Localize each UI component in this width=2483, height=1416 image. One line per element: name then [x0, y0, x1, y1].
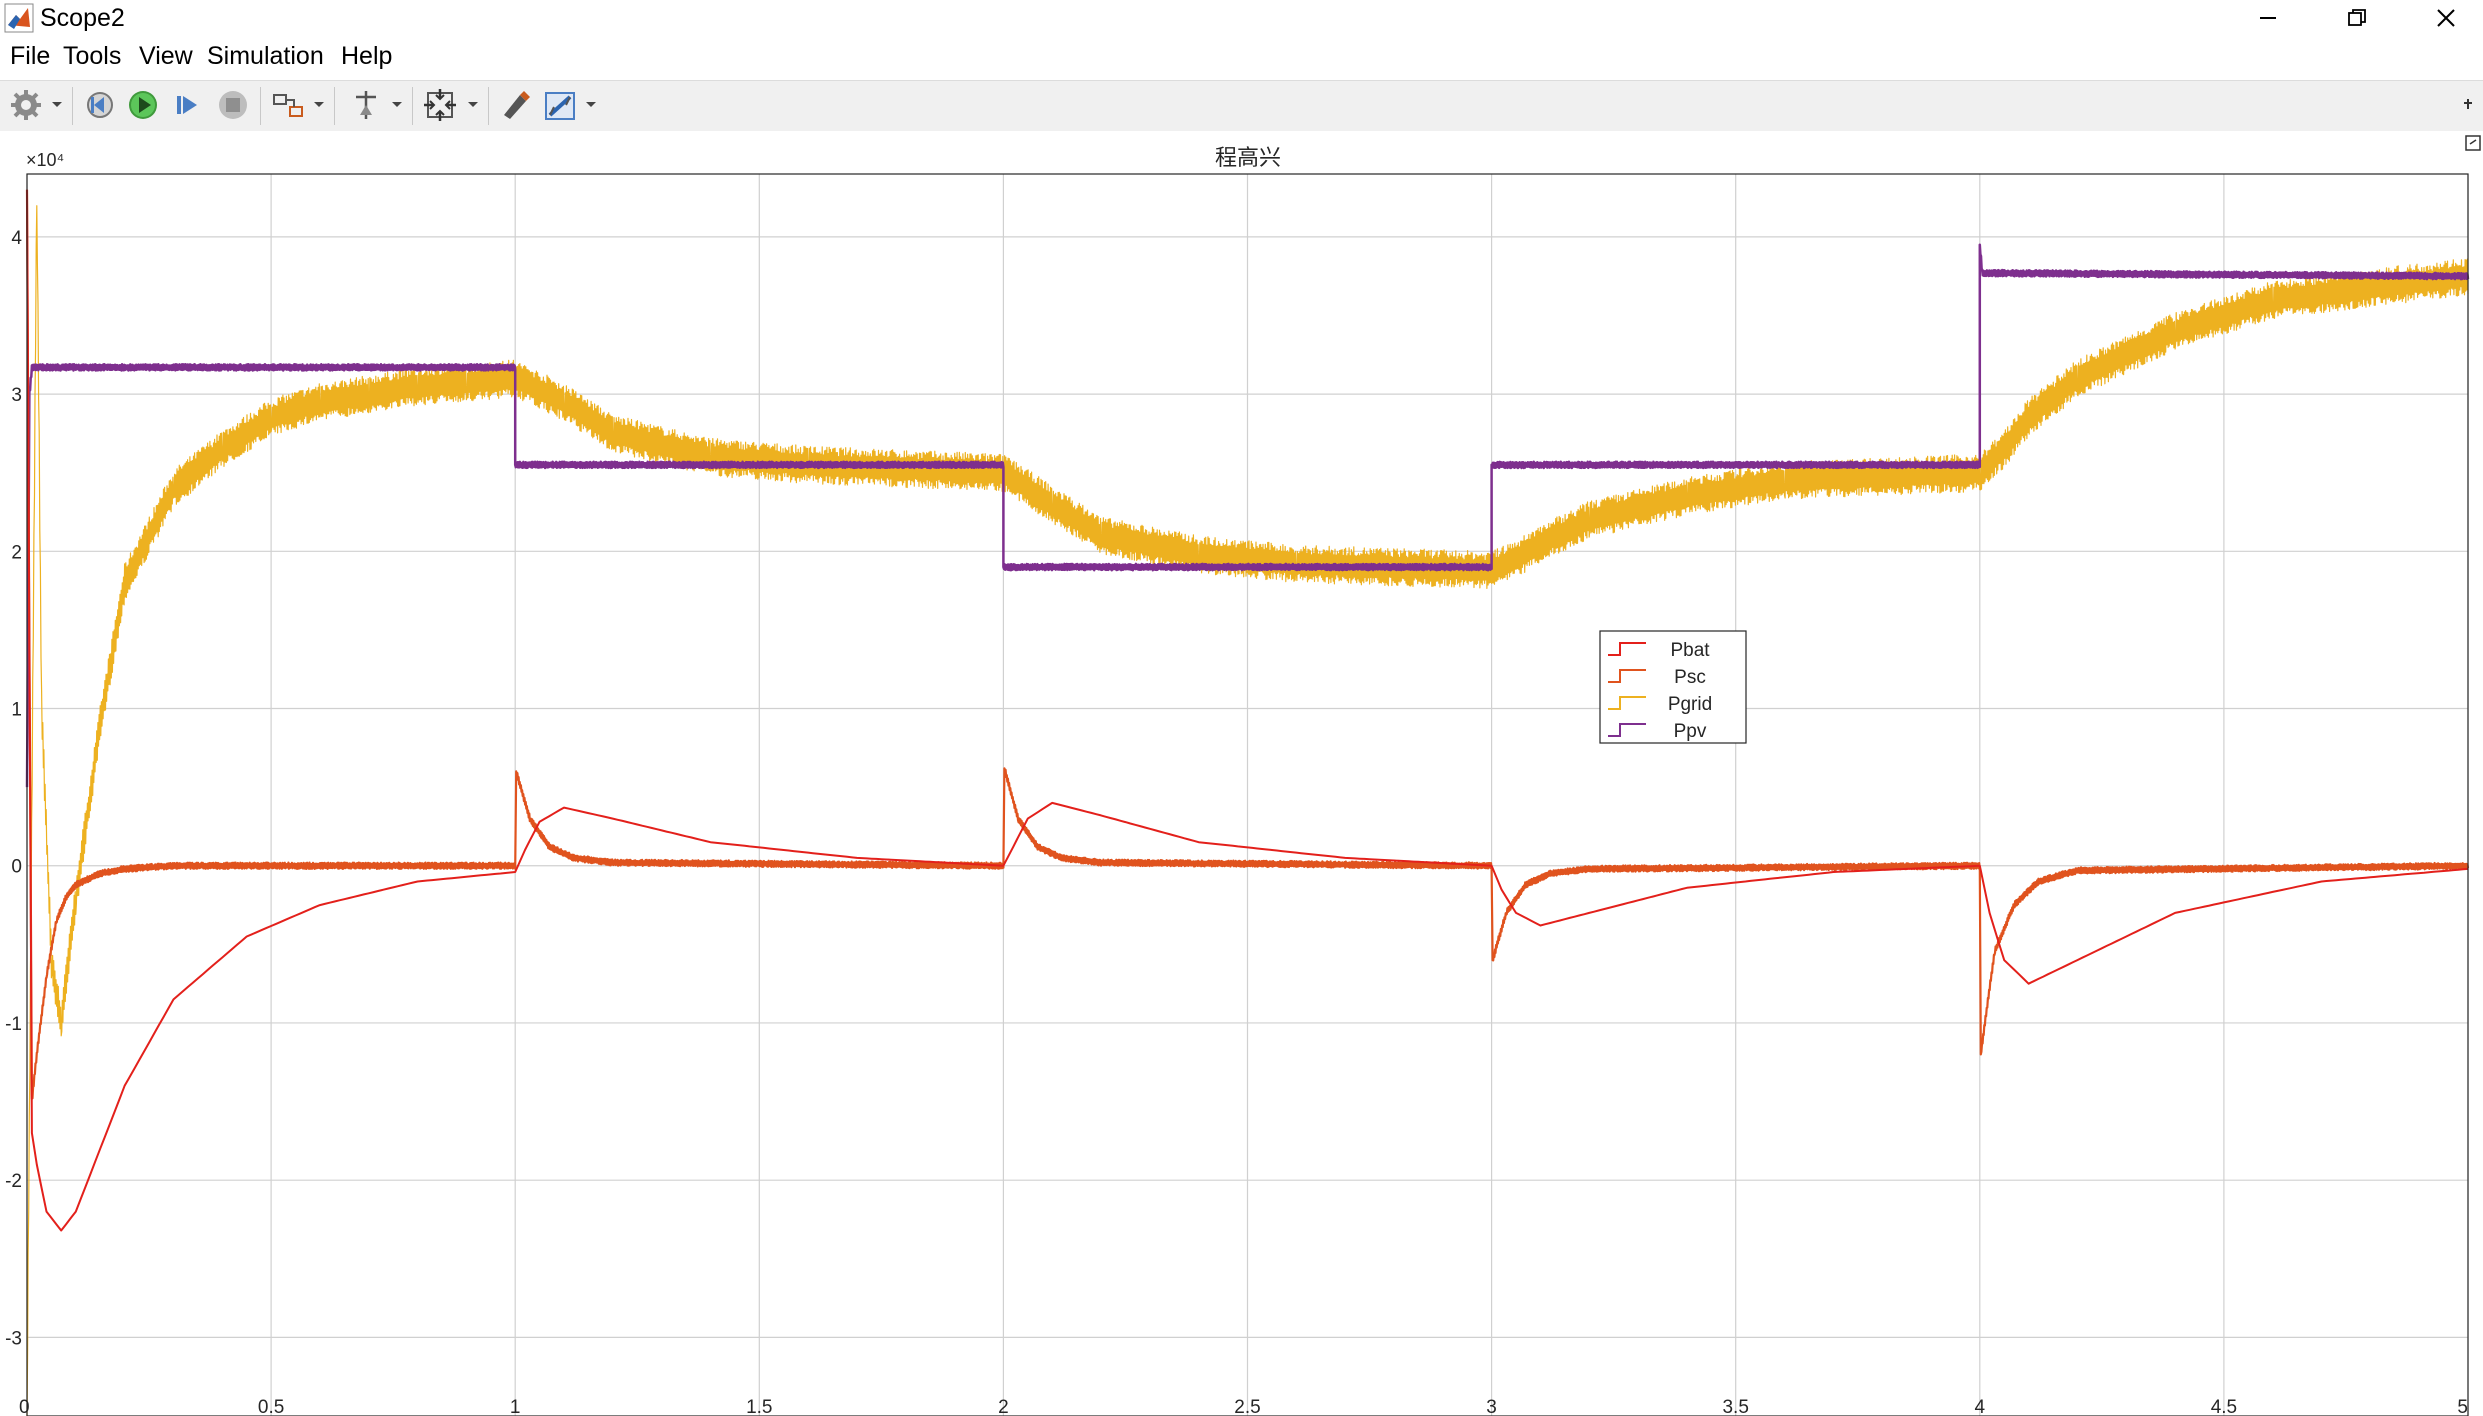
minimize-icon	[2260, 17, 2276, 19]
legend-swatch	[1608, 669, 1646, 683]
y-tick-label: -1	[5, 1014, 22, 1035]
close-icon	[2437, 9, 2455, 27]
toolbar-separator	[412, 87, 413, 125]
gear-icon[interactable]	[6, 85, 46, 125]
step-forward-icon[interactable]	[168, 85, 208, 125]
axes-corner-icon[interactable]	[2465, 135, 2481, 151]
y-tick-label: -3	[5, 1328, 22, 1349]
y-tick-label: 1	[11, 700, 22, 721]
x-tick-label: 2	[998, 1397, 1009, 1416]
toolbar-separator	[488, 87, 489, 125]
style-icon[interactable]	[496, 85, 536, 125]
x-tick-label: 1	[510, 1397, 521, 1416]
zoom-fit-icon[interactable]	[420, 85, 460, 125]
restore-button[interactable]	[2322, 0, 2392, 36]
chevron-down-icon[interactable]	[582, 85, 600, 125]
chevron-down-icon[interactable]	[310, 85, 328, 125]
legend-label: Pgrid	[1668, 694, 1712, 715]
legend-label: Psc	[1674, 667, 1706, 688]
pin-icon[interactable]	[2460, 85, 2480, 125]
tick-labels: 0 0.5 1 1.5 2 2.5 3 3.5 4 4.5 5 -3 -2 -1 0 1 2 3 4	[5, 228, 2468, 1416]
scope-chart[interactable]: 0 0.5 1 1.5 2 2.5 3 3.5 4 4.5 5 -3 -2 -1 0 1 2 3 4 程高兴 ×10…	[0, 131, 2483, 1416]
menu-tools[interactable]: Tools	[63, 42, 122, 70]
matlab-logo-icon	[4, 3, 34, 33]
x-tick-label: 4.5	[2211, 1397, 2237, 1416]
window-title: Scope2	[40, 4, 125, 32]
x-tick-label: 3.5	[1722, 1397, 1748, 1416]
chevron-down-icon[interactable]	[48, 85, 66, 125]
legend-swatch	[1608, 696, 1646, 710]
stop-icon[interactable]	[213, 85, 253, 125]
legend-swatch	[1608, 723, 1646, 737]
legend-label: Ppv	[1674, 721, 1707, 742]
x-tick-label: 3	[1486, 1397, 1497, 1416]
menu-simulation[interactable]: Simulation	[207, 42, 324, 70]
y-tick-label: -2	[5, 1171, 22, 1192]
axes-border	[26, 173, 2469, 1416]
chevron-down-icon[interactable]	[464, 85, 482, 125]
close-button[interactable]	[2411, 0, 2481, 36]
plot-area: 0 0.5 1 1.5 2 2.5 3 3.5 4 4.5 5 -3 -2 -1 0 1 2 3 4 程高兴 ×10…	[0, 131, 2483, 1416]
menu-file[interactable]: File	[10, 42, 51, 70]
toolbar-separator	[334, 87, 335, 125]
series-line-psc	[25, 189, 2470, 1100]
y-tick-label: 4	[11, 228, 22, 249]
title-bar: Scope2	[0, 0, 2483, 36]
data-cursor-icon[interactable]	[346, 85, 386, 125]
x-tick-label: 0.5	[258, 1397, 284, 1416]
series-line-pbat	[26, 189, 2469, 1232]
step-back-icon[interactable]	[80, 85, 120, 125]
legend-swatch	[1608, 642, 1646, 656]
x-tick-label: 4	[1975, 1397, 1986, 1416]
series-layer	[25, 189, 2470, 1416]
legend[interactable]: Pbat Psc Pgrid Ppv	[1599, 630, 1747, 744]
y-tick-label: 0	[11, 857, 22, 878]
menu-view[interactable]: View	[139, 42, 193, 70]
x-tick-label: 5	[2457, 1397, 2468, 1416]
chevron-down-icon[interactable]	[388, 85, 406, 125]
restore-icon	[2348, 9, 2366, 26]
highlight-block-icon[interactable]	[268, 85, 308, 125]
measure-icon[interactable]	[540, 85, 580, 125]
menu-bar: File Tools View Simulation Help	[0, 36, 2483, 80]
run-icon[interactable]	[123, 85, 163, 125]
toolbar-separator	[72, 87, 73, 125]
menu-help[interactable]: Help	[341, 42, 393, 70]
series-line-ppv	[25, 243, 2470, 788]
y-tick-label: 2	[11, 542, 22, 563]
toolbar-separator	[260, 87, 261, 125]
x-tick-label: 1.5	[746, 1397, 772, 1416]
minimize-button[interactable]	[2233, 0, 2303, 36]
chart-title: 程高兴	[1215, 146, 1281, 171]
x-tick-label: 2.5	[1234, 1397, 1260, 1416]
y-axis-exponent: ×10⁴	[26, 150, 64, 170]
x-tick-label: 0	[19, 1397, 30, 1416]
legend-label: Pbat	[1670, 640, 1710, 661]
y-tick-label: 3	[11, 385, 22, 406]
toolbar	[0, 80, 2483, 132]
series-line-pgrid	[26, 205, 2469, 1416]
